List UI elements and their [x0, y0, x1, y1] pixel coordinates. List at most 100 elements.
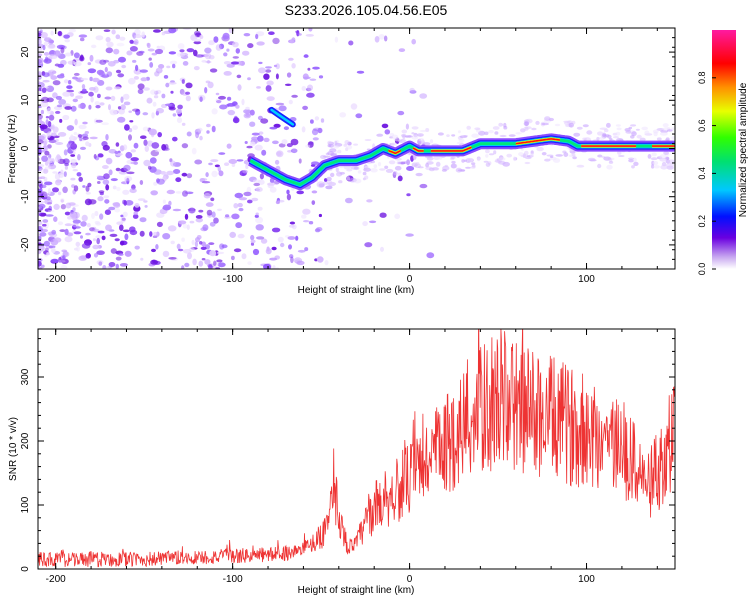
ridge-haze — [327, 140, 332, 145]
noise-speck — [40, 184, 47, 189]
ridge-haze — [553, 158, 561, 163]
noise-speck — [38, 148, 42, 156]
noise-speck — [97, 153, 104, 158]
noise-speck — [204, 87, 208, 94]
noise-speck — [183, 249, 192, 254]
noise-speck — [311, 161, 320, 165]
noise-speck — [369, 220, 377, 224]
noise-speck — [284, 83, 292, 87]
noise-speck — [82, 136, 89, 140]
noise-speck — [168, 106, 176, 111]
noise-speck — [247, 43, 254, 49]
ridge-haze — [470, 166, 476, 169]
noise-speck — [218, 170, 224, 177]
noise-speck — [238, 207, 244, 212]
noise-speck — [70, 159, 77, 164]
noise-speck — [162, 204, 172, 211]
colorbar-ticks: 0.0 0.2 0.4 0.6 0.8 — [697, 72, 716, 275]
noise-speck — [66, 142, 72, 149]
ridge-haze — [474, 127, 481, 131]
noise-speck — [255, 224, 264, 231]
noise-speck — [103, 173, 110, 180]
noise-speck — [295, 235, 299, 241]
ridge-haze — [353, 143, 358, 146]
noise-speck — [205, 60, 212, 64]
noise-speck — [143, 200, 148, 203]
noise-speck — [57, 259, 66, 263]
noise-speck — [325, 185, 333, 190]
ridge-haze — [597, 163, 602, 169]
noise-speck — [181, 265, 185, 269]
noise-speck — [250, 234, 255, 241]
noise-speck — [216, 259, 223, 263]
noise-speck — [274, 255, 281, 260]
ridge-haze — [376, 133, 384, 137]
noise-speck — [48, 139, 57, 144]
noise-speck — [73, 131, 78, 136]
noise-speck — [185, 91, 191, 95]
noise-speck — [97, 230, 105, 234]
noise-speck — [81, 84, 86, 90]
noise-speck — [117, 73, 125, 78]
noise-speck — [405, 233, 414, 237]
noise-speck — [255, 216, 264, 224]
noise-speck — [87, 182, 92, 188]
ridge-haze — [616, 127, 622, 131]
x-tick-label: 0 — [407, 274, 413, 285]
noise-speck — [208, 162, 213, 166]
noise-speck — [206, 123, 211, 128]
noise-speck — [166, 170, 175, 176]
noise-speck — [301, 214, 307, 219]
noise-speck — [261, 149, 267, 156]
noise-speck — [298, 33, 302, 36]
ridge-haze — [599, 127, 608, 130]
noise-speck — [47, 121, 52, 128]
noise-speck — [213, 260, 217, 266]
ridge-haze — [461, 159, 465, 163]
noise-speck — [275, 63, 280, 70]
noise-speck — [179, 52, 189, 57]
noise-speck — [217, 208, 222, 211]
noise-speck — [96, 175, 103, 179]
ridge-red — [388, 149, 402, 155]
noise-speck — [46, 132, 51, 139]
ridge-haze — [615, 124, 621, 127]
x-tick-label: -100 — [223, 274, 243, 285]
noise-speck — [245, 164, 249, 169]
noise-speck — [283, 126, 289, 131]
noise-speck — [89, 76, 93, 82]
noise-speck — [187, 252, 192, 260]
noise-speck — [409, 90, 417, 94]
noise-speck — [68, 80, 72, 85]
noise-speck — [78, 34, 88, 38]
noise-speck — [227, 96, 232, 101]
noise-speck — [149, 157, 157, 164]
noise-speck — [306, 92, 315, 98]
noise-speck — [194, 159, 203, 165]
ridge-haze — [484, 131, 489, 136]
ridge-haze — [333, 145, 340, 149]
noise-speck — [72, 98, 79, 103]
noise-speck — [110, 178, 118, 182]
noise-speck — [204, 47, 212, 54]
noise-speck — [201, 258, 206, 261]
noise-speck — [44, 198, 53, 205]
noise-speck — [55, 95, 63, 100]
ridge-haze — [656, 128, 665, 131]
noise-speck — [152, 101, 157, 107]
noise-speck — [226, 103, 236, 107]
noise-speck — [345, 197, 353, 204]
noise-speck — [39, 212, 47, 217]
ridge-haze — [631, 165, 635, 169]
noise-speck — [62, 186, 68, 194]
noise-speck — [114, 86, 121, 90]
noise-speck — [138, 50, 145, 54]
noise-speck — [214, 164, 220, 168]
colorbar-tick-label: 0.8 — [697, 72, 707, 85]
noise-speck — [280, 242, 285, 248]
noise-speck — [63, 149, 68, 156]
ridge-haze — [357, 170, 362, 174]
noise-speck — [198, 209, 204, 213]
noise-speck — [291, 94, 298, 98]
noise-speck — [113, 48, 120, 55]
